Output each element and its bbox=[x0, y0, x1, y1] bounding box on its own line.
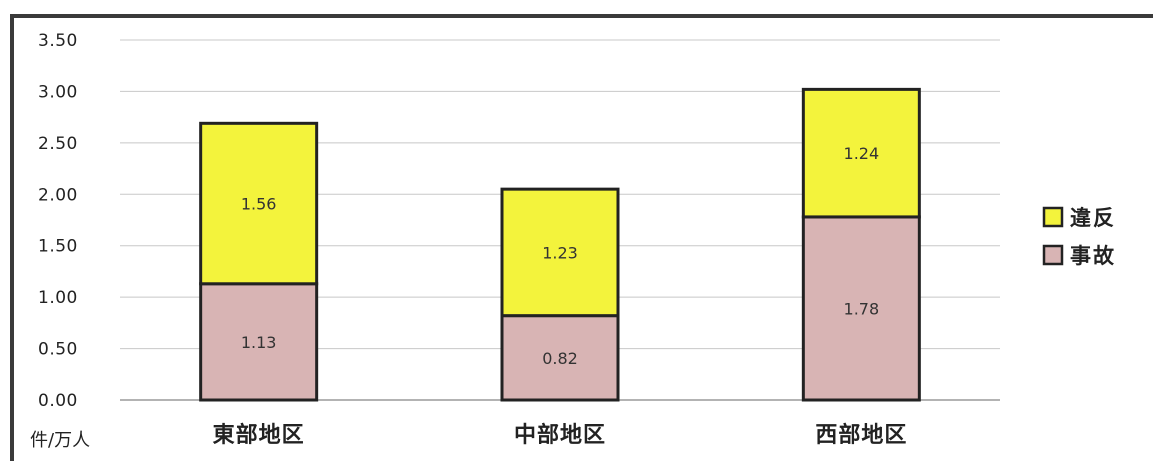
bar-layer bbox=[199, 87, 921, 402]
y-tick-label: 3.50 bbox=[38, 31, 78, 51]
legend-label: 事故 bbox=[1070, 244, 1116, 268]
bar-segment bbox=[500, 187, 620, 318]
y-tick-label: 2.00 bbox=[38, 185, 78, 205]
y-tick-label: 0.50 bbox=[38, 340, 78, 360]
y-tick-label: 3.00 bbox=[38, 82, 78, 102]
data-label: 1.23 bbox=[542, 243, 578, 262]
data-label: 1.56 bbox=[241, 195, 277, 214]
y-tick-label: 1.50 bbox=[38, 237, 78, 257]
bar-segment bbox=[199, 121, 319, 286]
legend-swatch bbox=[1042, 206, 1064, 228]
category-label: 西部地区 bbox=[815, 422, 907, 448]
label-layer: 0.00 0.50 1.00 1.50 2.00 2.50 3.00 3.50 1.13 1.56… bbox=[38, 31, 907, 448]
bar-segment bbox=[801, 215, 921, 402]
bar-segment bbox=[801, 87, 921, 219]
data-label: 1.78 bbox=[844, 299, 880, 318]
category-label: 中部地区 bbox=[514, 422, 606, 448]
legend-label: 違反 bbox=[1070, 206, 1116, 230]
category-label: 東部地区 bbox=[213, 422, 305, 448]
y-tick-label: 0.00 bbox=[38, 391, 78, 411]
y-tick-label: 1.00 bbox=[38, 288, 78, 308]
bar-segment bbox=[199, 282, 319, 402]
data-label: 1.13 bbox=[241, 333, 277, 352]
legend-swatch bbox=[1042, 244, 1064, 266]
data-label: 0.82 bbox=[542, 349, 578, 368]
data-label: 1.24 bbox=[844, 144, 880, 163]
y-tick-label: 2.50 bbox=[38, 134, 78, 154]
y-axis-unit-label: 件/万人 bbox=[30, 430, 90, 451]
